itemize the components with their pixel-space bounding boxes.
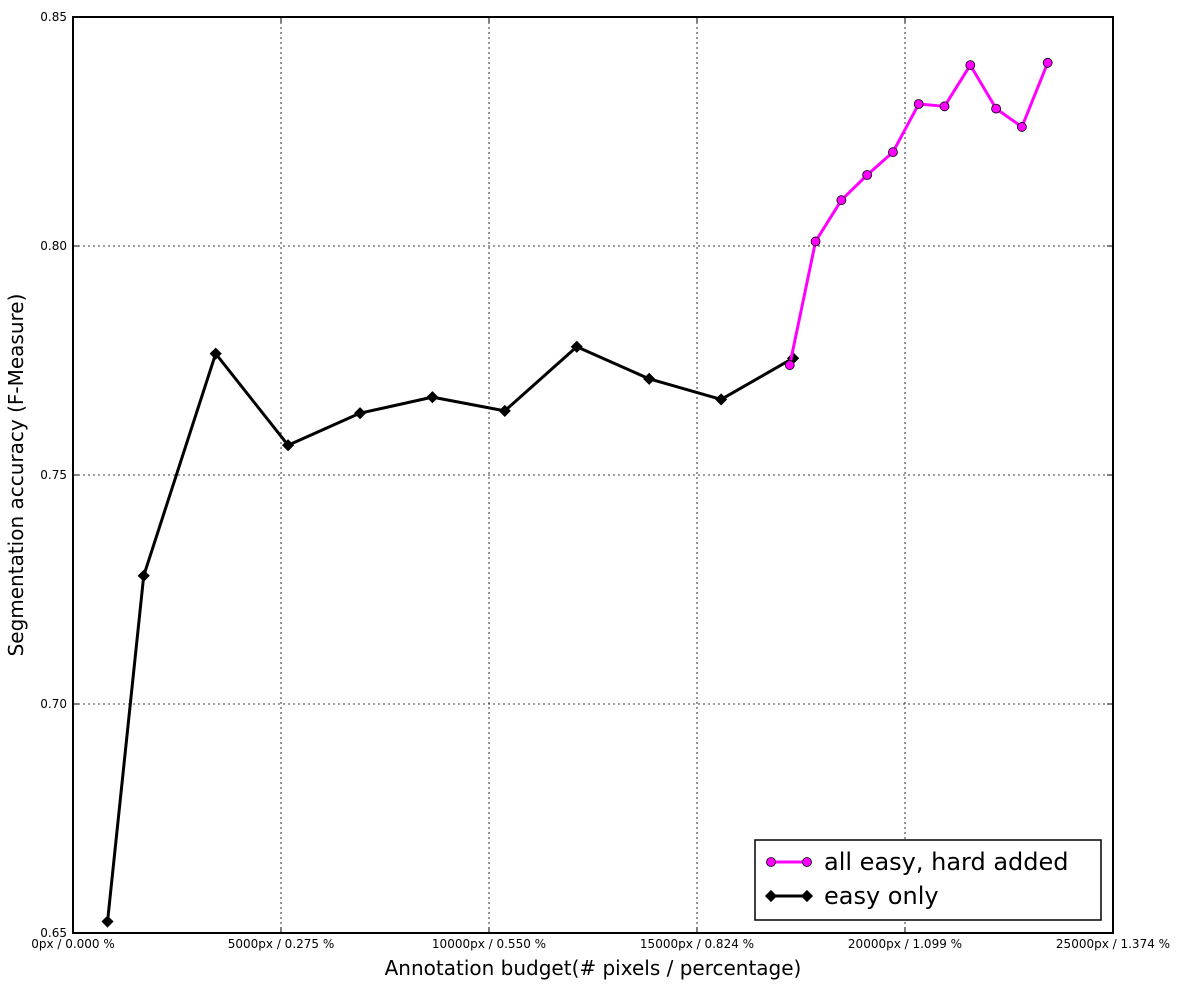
data-point: [939, 101, 950, 112]
data-point: [888, 147, 898, 158]
y-axis-label: Segmentation accuracy (F-Measure): [4, 294, 28, 657]
data-point: [101, 915, 114, 928]
data-point: [353, 407, 367, 420]
x-tick-label: 20000px / 1.099 %: [848, 937, 962, 951]
data-point: [913, 99, 924, 109]
data-point: [1042, 57, 1053, 68]
grid-lines: [73, 17, 1113, 933]
x-tick-label: 15000px / 0.824 %: [640, 937, 754, 951]
y-tick-label: 0.80: [40, 239, 67, 253]
data-point: [810, 236, 821, 247]
legend-marker: [766, 857, 776, 867]
data-point: [836, 195, 847, 206]
legend-box: [754, 839, 1102, 921]
data-point: [570, 340, 583, 353]
legend-label: easy only: [824, 882, 939, 910]
y-axis-ticks: 0.65 0.70 0.75 0.80 0.85: [40, 10, 1113, 940]
x-tick-label: 10000px / 0.550 %: [432, 937, 546, 951]
x-tick-label: 5000px / 0.275 %: [228, 937, 335, 951]
legend-marker: [764, 889, 778, 903]
data-point: [862, 170, 873, 180]
legend-label: all easy, hard added: [824, 848, 1069, 876]
y-tick-label: 0.75: [40, 468, 67, 482]
legend: all easy, hard added easy only: [754, 839, 1102, 921]
y-tick-label: 0.85: [40, 10, 67, 24]
data-point: [965, 60, 976, 70]
series-line: [106, 345, 794, 922]
x-axis-label: Annotation budget(# pixels / percentage): [385, 956, 802, 980]
legend-marker: [802, 857, 812, 867]
data-point: [282, 439, 295, 452]
data-point: [426, 391, 439, 404]
x-axis-ticks: 0px / 0.000 % 5000px / 0.275 % 10000px / 0…: [31, 17, 1170, 951]
x-tick-label: 0px / 0.000 %: [31, 937, 115, 951]
data-point: [991, 103, 1002, 114]
data-point: [1016, 122, 1027, 132]
series-layer: [101, 57, 1053, 928]
data-point: [784, 360, 795, 370]
data-point: [715, 393, 728, 406]
data-point: [209, 347, 222, 360]
x-tick-label: 25000px / 1.374 %: [1056, 937, 1170, 951]
y-tick-label: 0.65: [40, 926, 67, 940]
data-point: [643, 372, 656, 385]
data-point: [137, 569, 150, 582]
y-tick-label: 0.70: [40, 697, 67, 711]
legend-marker: [800, 889, 814, 903]
data-point: [498, 404, 511, 417]
